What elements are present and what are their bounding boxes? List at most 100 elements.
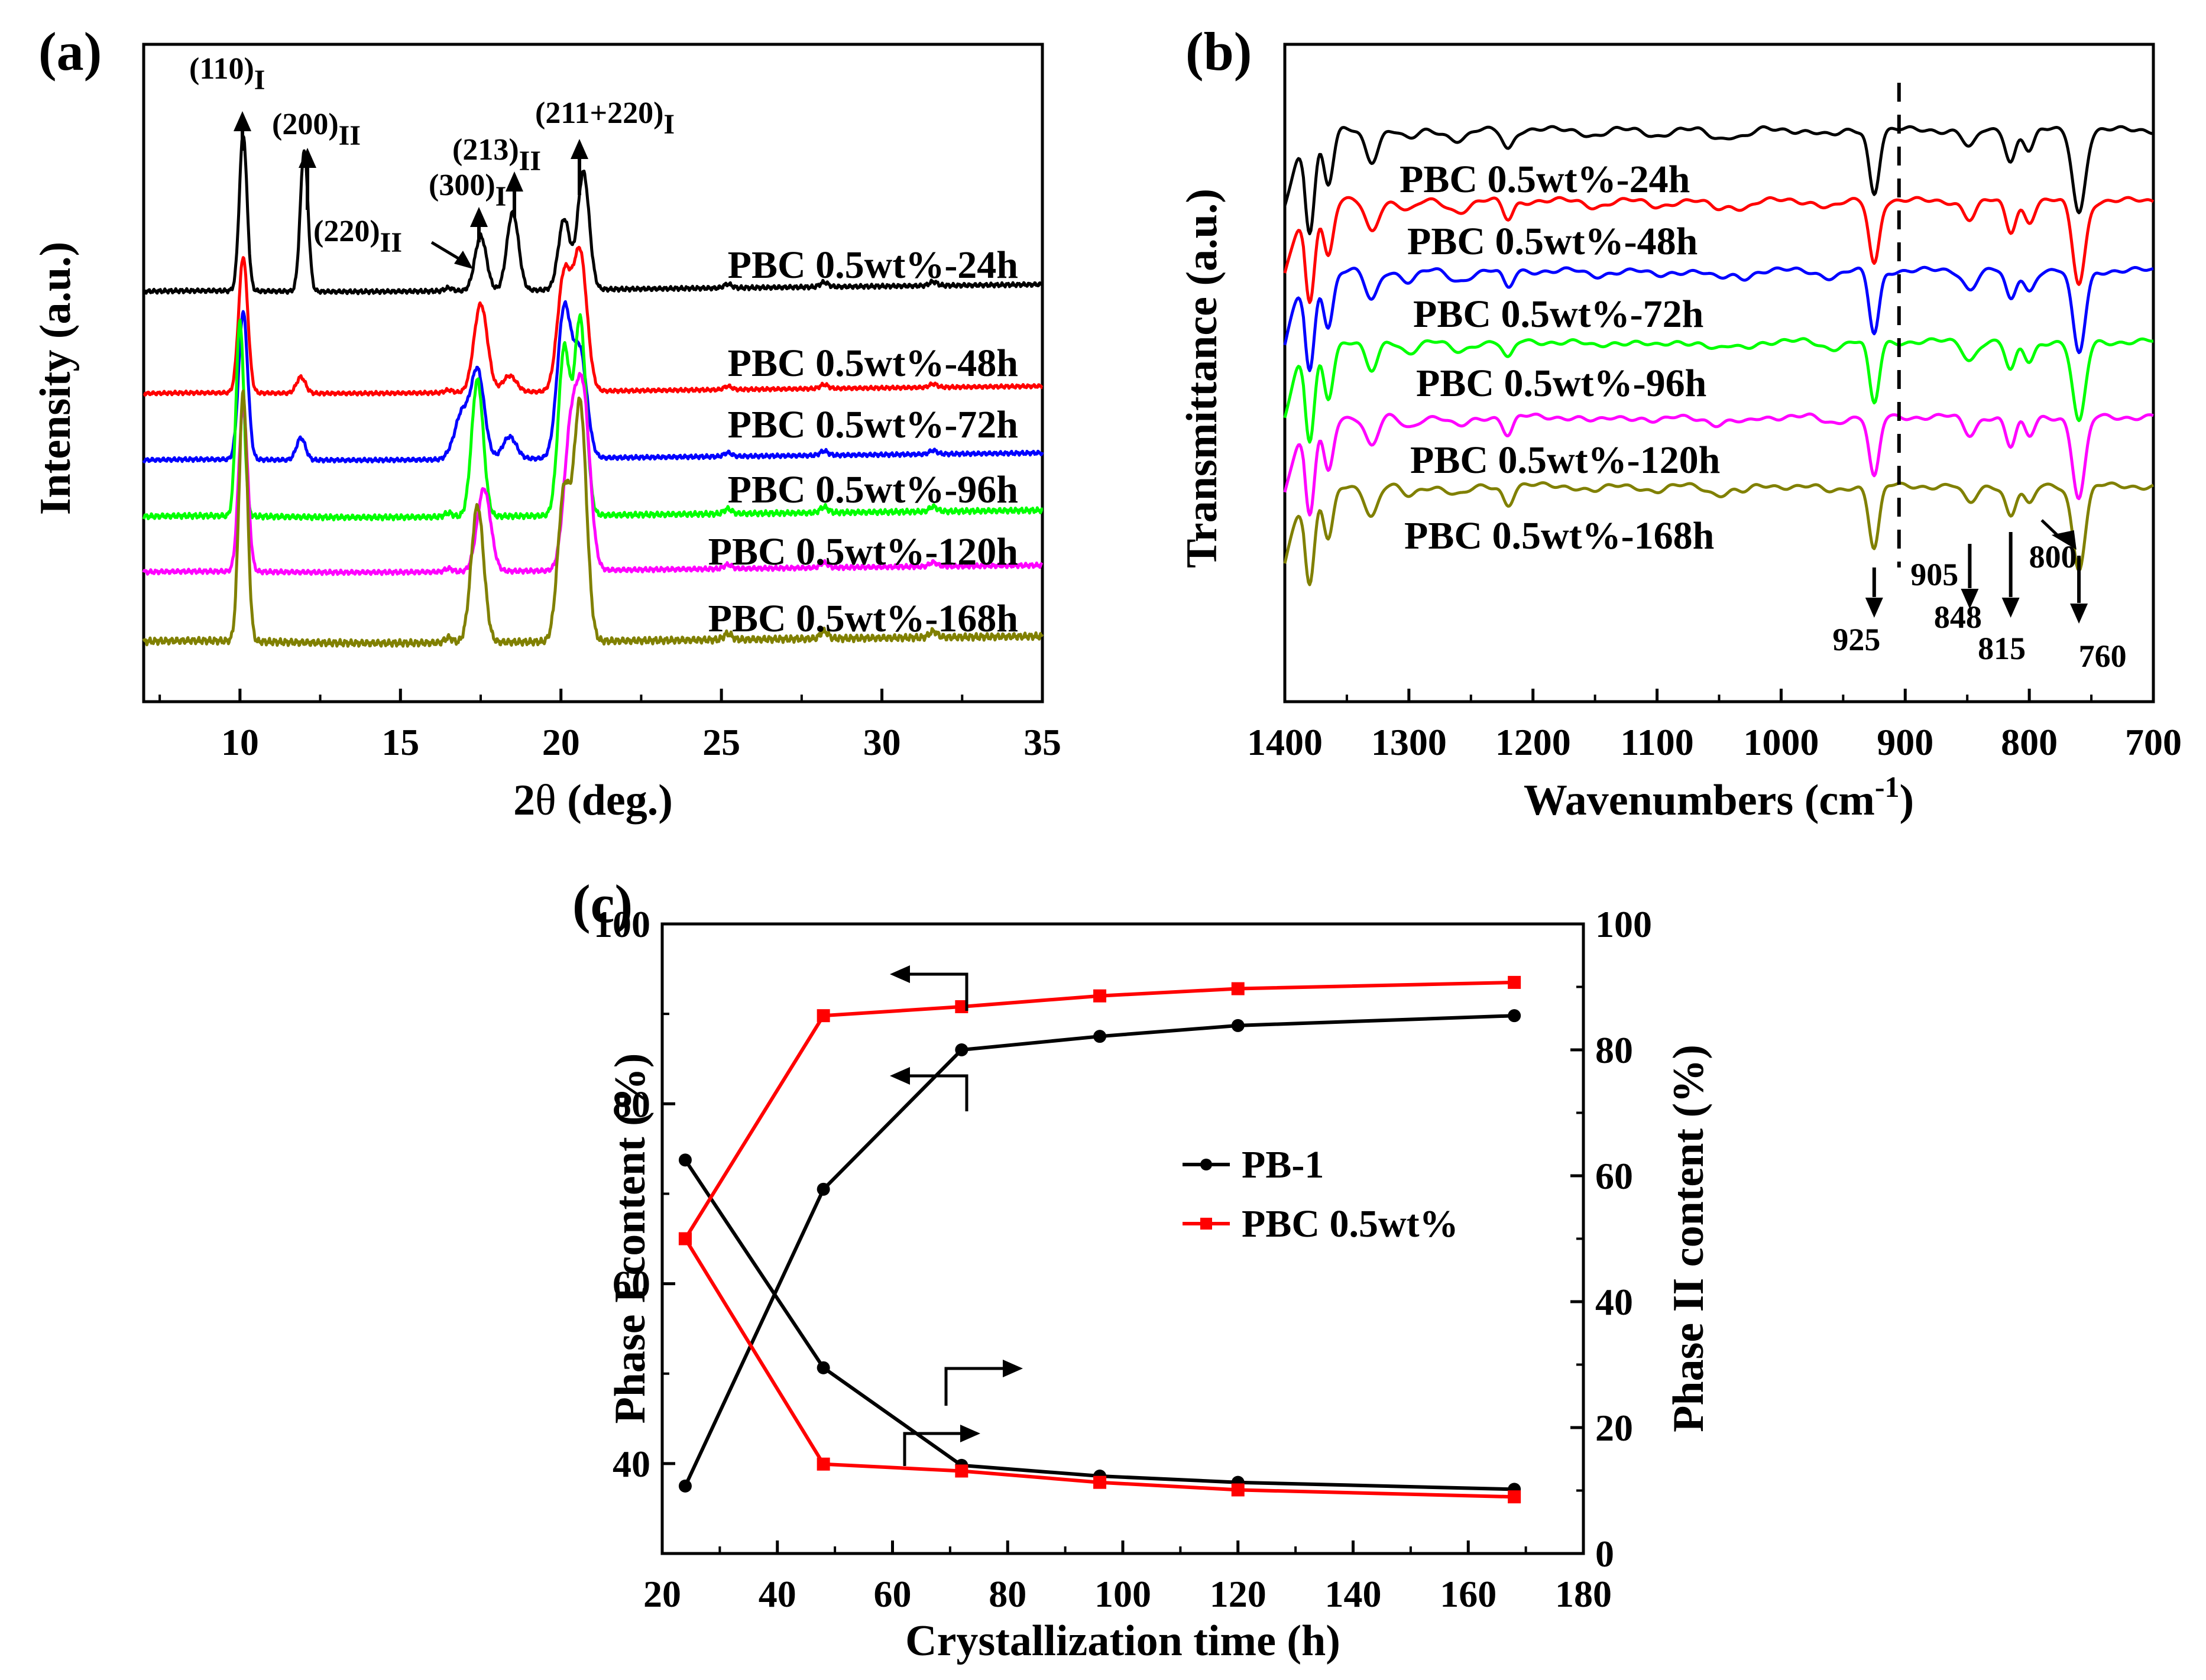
panel-a-peak-arrowhead — [470, 207, 488, 227]
panel-c-left-axis-arrow-head — [890, 1067, 910, 1085]
panel-b-x-ticks: 1400 1300 1200 1100 1000 900 800 700 — [1247, 689, 2182, 763]
panel-c-left-y-tick-label: 60 — [613, 1263, 650, 1305]
panel-b-x-tick-label: 900 — [1877, 721, 1933, 763]
panel-c-ticks: 20 40 60 80 100 120 140 160 180 40 60 80 100 0 20 40 60 8… — [594, 903, 1652, 1615]
panel-a-series-label: PBC 0.5wt%-24h — [728, 244, 1018, 287]
panel-c-point — [1508, 1009, 1521, 1023]
panel-a-peak-arrowhead — [234, 111, 251, 131]
panel-c-point — [955, 1464, 968, 1478]
panel-b-x-tick-label: 1300 — [1371, 721, 1447, 763]
panel-c-x-tick-label: 180 — [1555, 1573, 1612, 1615]
panel-c-point — [817, 1182, 830, 1196]
panel-a-peak-arrowhead — [506, 171, 523, 192]
legend-pbc-marker — [1200, 1218, 1212, 1230]
panel-c-series — [678, 975, 1521, 1504]
panel-b-series-line — [1283, 412, 2154, 517]
panel-a-series-label: PBC 0.5wt%-120h — [708, 530, 1018, 573]
panel-c-left-y-axis-title: Phase I content (%) — [606, 1053, 655, 1424]
panel-c-x-tick-label: 100 — [1094, 1573, 1151, 1615]
panel-b-series-label: PBC 0.5wt%-72h — [1413, 293, 1703, 336]
panel-b-series-label: PBC 0.5wt%-168h — [1404, 514, 1714, 557]
panel-b-label: (b) — [1185, 21, 1252, 82]
panel-a-series-label: PBC 0.5wt%-96h — [728, 468, 1018, 511]
panel-b-band-label: 905 — [1910, 557, 1958, 592]
panel-c-label: (c) — [572, 874, 633, 934]
panel-b-series-label: PBC 0.5wt%-24h — [1400, 158, 1690, 201]
panel-a-series-label: PBC 0.5wt%-72h — [728, 403, 1018, 446]
panel-a-series-line — [142, 389, 1044, 648]
legend-pb1-label: PB-1 — [1242, 1143, 1324, 1186]
panel-c-right-y-axis-title: Phase II content (%) — [1664, 1045, 1713, 1432]
panel-c-left-axis-arrow — [910, 972, 968, 1011]
panel-a-series-line — [142, 372, 1044, 576]
panel-b-band-arrowhead — [2070, 604, 2088, 624]
panel-b-x-tick-label: 1100 — [1620, 721, 1693, 763]
panel-c-x-tick-label: 160 — [1440, 1573, 1496, 1615]
panel-c-x-tick-label: 20 — [643, 1573, 681, 1615]
panel-c-series-line — [683, 1159, 1515, 1491]
panel-a-x-tick-label: 15 — [381, 721, 419, 763]
panel-c-right-y-tick-label: 20 — [1595, 1407, 1633, 1449]
panel-c-right-axis-arrow — [944, 1367, 1003, 1406]
panel-b-series-label: PBC 0.5wt%-48h — [1407, 220, 1698, 263]
panel-a-x-tick-label: 35 — [1023, 721, 1061, 763]
panel-a-peak-label: (300)I — [429, 168, 506, 212]
panel-b-x-tick-label: 700 — [2125, 721, 2182, 763]
panel-a-frame — [142, 43, 1044, 703]
panel-a-series-line — [142, 245, 1044, 397]
panel-c-right-y-tick-label: 100 — [1595, 903, 1652, 945]
panel-c-point — [1093, 989, 1107, 1003]
panel-c-x-tick-label: 120 — [1210, 1573, 1266, 1615]
panel-a-peak-arrowhead — [454, 251, 473, 269]
panel-b-series-label: PBC 0.5wt%-120h — [1410, 439, 1720, 482]
panel-c-point — [955, 1043, 968, 1056]
panel-b-x-axis-title: Wavenumbers (cm-1) — [1524, 770, 1914, 825]
panel-c-right-y-tick-label: 40 — [1595, 1281, 1633, 1323]
panel-c-left-y-tick-label: 100 — [594, 903, 650, 945]
panel-c-left-axis-arrow — [910, 1074, 968, 1111]
panel-a-peak-label: (211+220)I — [535, 96, 675, 140]
panel-b-band-label: 815 — [1978, 631, 2026, 666]
panel-a-series-line — [142, 300, 1044, 464]
panel-a-peak-arrowhead — [299, 148, 316, 168]
panel-c-x-tick-label: 140 — [1325, 1573, 1382, 1615]
panel-a-label: (a) — [38, 21, 102, 82]
legend-pbc-label: PBC 0.5wt% — [1242, 1202, 1459, 1246]
panel-a-x-axis-title: 2θ (deg.) — [513, 776, 673, 825]
panel-c-right-axis-arrow-head — [960, 1425, 980, 1442]
panel-c-legend: PB-1 PBC 0.5wt% — [1183, 1143, 1459, 1246]
panel-c-left-axis-arrow-head — [890, 965, 910, 983]
panel-b-series-line — [1283, 196, 2155, 304]
panel-c-point — [1231, 1483, 1245, 1497]
panel-b-band-arrowhead — [1865, 598, 1883, 618]
panel-c-point — [817, 1457, 830, 1471]
panel-b-y-axis-title: Transmittance (a.u.) — [1178, 189, 1226, 568]
panel-c: (c) 20 40 60 80 100 120 140 160 180 40 60 80 100 0 20 4… — [572, 874, 1713, 1665]
panel-a-x-ticks: 10 15 20 25 30 35 — [158, 689, 1061, 763]
panel-a-curves — [142, 134, 1044, 648]
panel-b: (b) 1400 1300 1200 1100 1000 900 800 700 PBC 0.… — [1178, 21, 2182, 825]
panel-a-peak-label: (213)II — [452, 133, 541, 177]
panel-a-x-tick-label: 10 — [221, 721, 259, 763]
panel-c-point — [1231, 1019, 1245, 1032]
panel-c-right-y-tick-label: 60 — [1595, 1155, 1633, 1197]
panel-b-series-line — [1283, 337, 2154, 444]
panel-c-x-tick-label: 80 — [989, 1573, 1026, 1615]
panel-a-series-line — [142, 134, 1044, 296]
panel-c-series-line — [683, 980, 1515, 1240]
panel-a-x-tick-label: 25 — [702, 721, 740, 763]
panel-c-point — [817, 1009, 830, 1023]
panel-c-left-y-tick-label: 80 — [613, 1083, 650, 1125]
panel-b-x-tick-label: 1400 — [1247, 721, 1323, 763]
panel-a-peak-annotations: (110)I(200)II (220)II (300)I(213)II(211+22… — [189, 52, 675, 269]
panel-b-band-arrowhead — [2001, 598, 2020, 618]
panel-c-point — [1508, 1490, 1521, 1504]
panel-a-x-tick-label: 20 — [542, 721, 580, 763]
panel-c-right-axis-arrow-head — [1003, 1360, 1023, 1377]
panel-c-point — [955, 1000, 968, 1013]
panel-a-series-label: PBC 0.5wt%-48h — [728, 342, 1018, 385]
panel-c-axis-arrows — [890, 965, 1023, 1466]
panel-b-series-line — [1283, 265, 2154, 372]
